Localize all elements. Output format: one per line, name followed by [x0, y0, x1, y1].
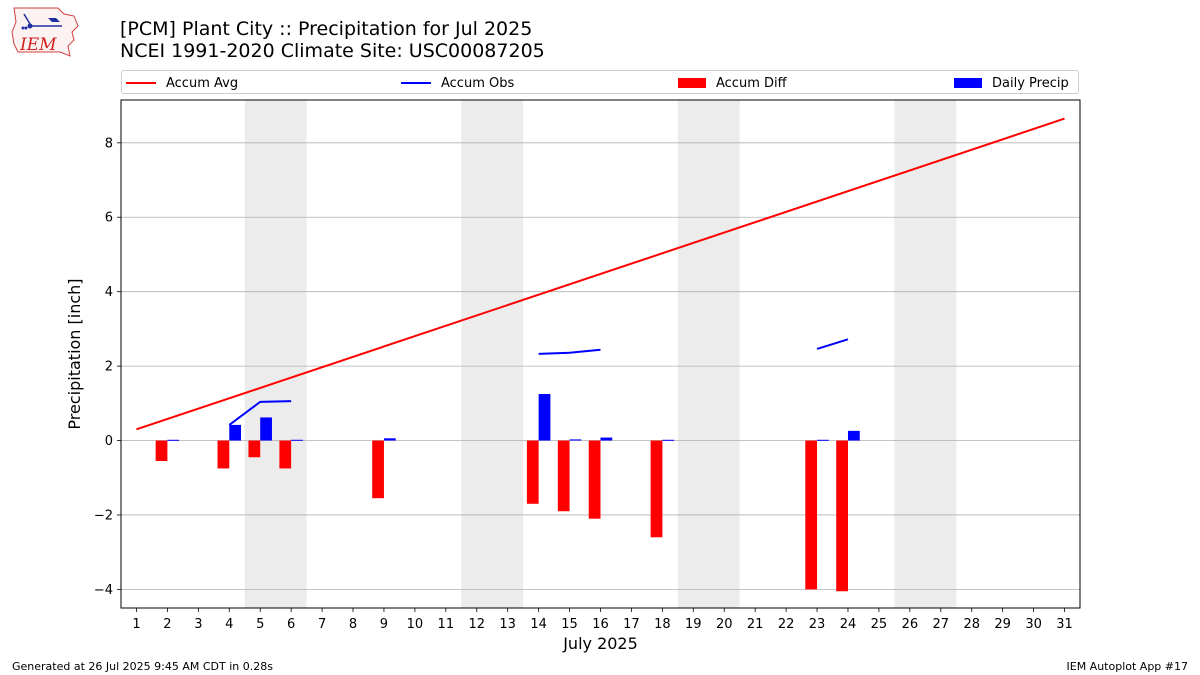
legend-accum-avg: Accum Avg — [126, 74, 238, 92]
legend-swatch-accum-diff — [678, 78, 706, 88]
x-tick-label: 30 — [1025, 617, 1042, 632]
accum-diff-bar — [217, 440, 230, 469]
x-tick-label: 25 — [871, 617, 888, 632]
weekend-band — [894, 100, 957, 608]
x-tick-label: 17 — [623, 617, 640, 632]
daily-precip-bar — [817, 439, 829, 441]
y-tick-label: 2 — [105, 360, 113, 375]
accum-diff-bar — [372, 440, 384, 499]
x-tick-label: 18 — [654, 617, 671, 632]
daily-precip-bar — [383, 438, 396, 441]
generated-timestamp: Generated at 26 Jul 2025 9:45 AM CDT in … — [12, 660, 273, 673]
y-tick-label: 8 — [105, 136, 113, 151]
daily-precip-bar — [229, 424, 242, 441]
legend-label-accum-diff: Accum Diff — [716, 75, 787, 91]
accum-diff-bar — [588, 440, 601, 519]
legend-swatch-accum-avg — [126, 82, 156, 84]
weekend-band — [461, 100, 524, 608]
x-tick-label: 5 — [256, 617, 264, 632]
daily-precip-bar — [662, 439, 675, 441]
legend-accum-diff: Accum Diff — [678, 74, 787, 92]
accum-obs-line — [816, 338, 849, 350]
x-tick-label: 16 — [592, 617, 609, 632]
y-tick-label: −2 — [94, 508, 113, 523]
svg-text:IEM: IEM — [19, 35, 57, 55]
accum-diff-bar — [650, 440, 663, 538]
weekend-band — [677, 100, 740, 608]
daily-precip-bar — [569, 439, 582, 441]
x-tick-label: 28 — [963, 617, 980, 632]
app-credit: IEM Autoplot App #17 — [1066, 660, 1189, 673]
legend-daily-precip: Daily Precip — [954, 74, 1069, 92]
accum-diff-bar — [155, 440, 168, 461]
x-tick-label: 1 — [132, 617, 140, 632]
accum-obs-line — [228, 400, 292, 426]
x-tick-label: 14 — [530, 617, 547, 632]
legend-swatch-daily-precip — [954, 78, 982, 88]
chart-title: [PCM] Plant City :: Precipitation for Ju… — [120, 18, 533, 40]
accum-diff-bar — [805, 440, 818, 590]
x-tick-label: 15 — [561, 617, 578, 632]
daily-precip-bar — [847, 430, 860, 441]
daily-precip-bar — [260, 417, 272, 441]
x-tick-label: 2 — [163, 617, 171, 632]
legend-accum-obs: Accum Obs — [401, 74, 514, 92]
x-tick-label: 26 — [902, 617, 919, 632]
x-tick-label: 21 — [747, 617, 764, 632]
x-tick-label: 27 — [933, 617, 950, 632]
x-tick-label: 11 — [438, 617, 455, 632]
x-tick-label: 31 — [1056, 617, 1073, 632]
x-tick-label: 7 — [318, 617, 326, 632]
legend-label-accum-obs: Accum Obs — [441, 75, 515, 91]
legend-label-daily-precip: Daily Precip — [992, 75, 1069, 91]
x-tick-label: 23 — [809, 617, 826, 632]
x-tick-label: 10 — [407, 617, 424, 632]
accum-diff-bar — [836, 440, 848, 592]
x-tick-label: 3 — [194, 617, 202, 632]
daily-precip-bar — [291, 439, 303, 441]
daily-precip-bar — [167, 439, 180, 441]
accum-obs-line — [538, 348, 601, 355]
chart-subtitle: NCEI 1991-2020 Climate Site: USC00087205 — [120, 40, 545, 62]
accum-diff-bar — [279, 440, 292, 469]
accum-diff-bar — [526, 440, 539, 504]
y-axis-label: Precipitation [inch] — [65, 278, 84, 429]
x-tick-label: 13 — [499, 617, 516, 632]
iem-logo: IEM — [11, 7, 79, 57]
y-tick-label: 6 — [105, 211, 113, 226]
x-tick-label: 12 — [468, 617, 485, 632]
accum-diff-bar — [557, 440, 570, 512]
x-tick-label: 6 — [287, 617, 295, 632]
x-tick-label: 20 — [716, 617, 733, 632]
accum-avg-line — [136, 117, 1065, 431]
x-tick-label: 22 — [778, 617, 795, 632]
weekend-band — [244, 100, 307, 608]
x-tick-label: 8 — [349, 617, 357, 632]
y-tick-label: −4 — [94, 583, 113, 598]
x-tick-label: 29 — [994, 617, 1011, 632]
x-tick-label: 9 — [380, 617, 388, 632]
y-tick-label: 4 — [105, 285, 113, 300]
daily-precip-bar — [538, 394, 551, 441]
legend-label-accum-avg: Accum Avg — [166, 75, 239, 91]
x-axis-label: July 2025 — [562, 634, 638, 653]
daily-precip-bar — [600, 437, 613, 441]
legend-swatch-accum-obs — [401, 82, 431, 84]
x-tick-label: 19 — [685, 617, 702, 632]
x-tick-label: 24 — [840, 617, 857, 632]
x-tick-label: 4 — [225, 617, 233, 632]
accum-diff-bar — [248, 440, 261, 458]
chart-legend: Accum Avg Accum Obs Accum Diff Daily Pre… — [121, 70, 1079, 94]
y-tick-label: 0 — [105, 434, 113, 449]
